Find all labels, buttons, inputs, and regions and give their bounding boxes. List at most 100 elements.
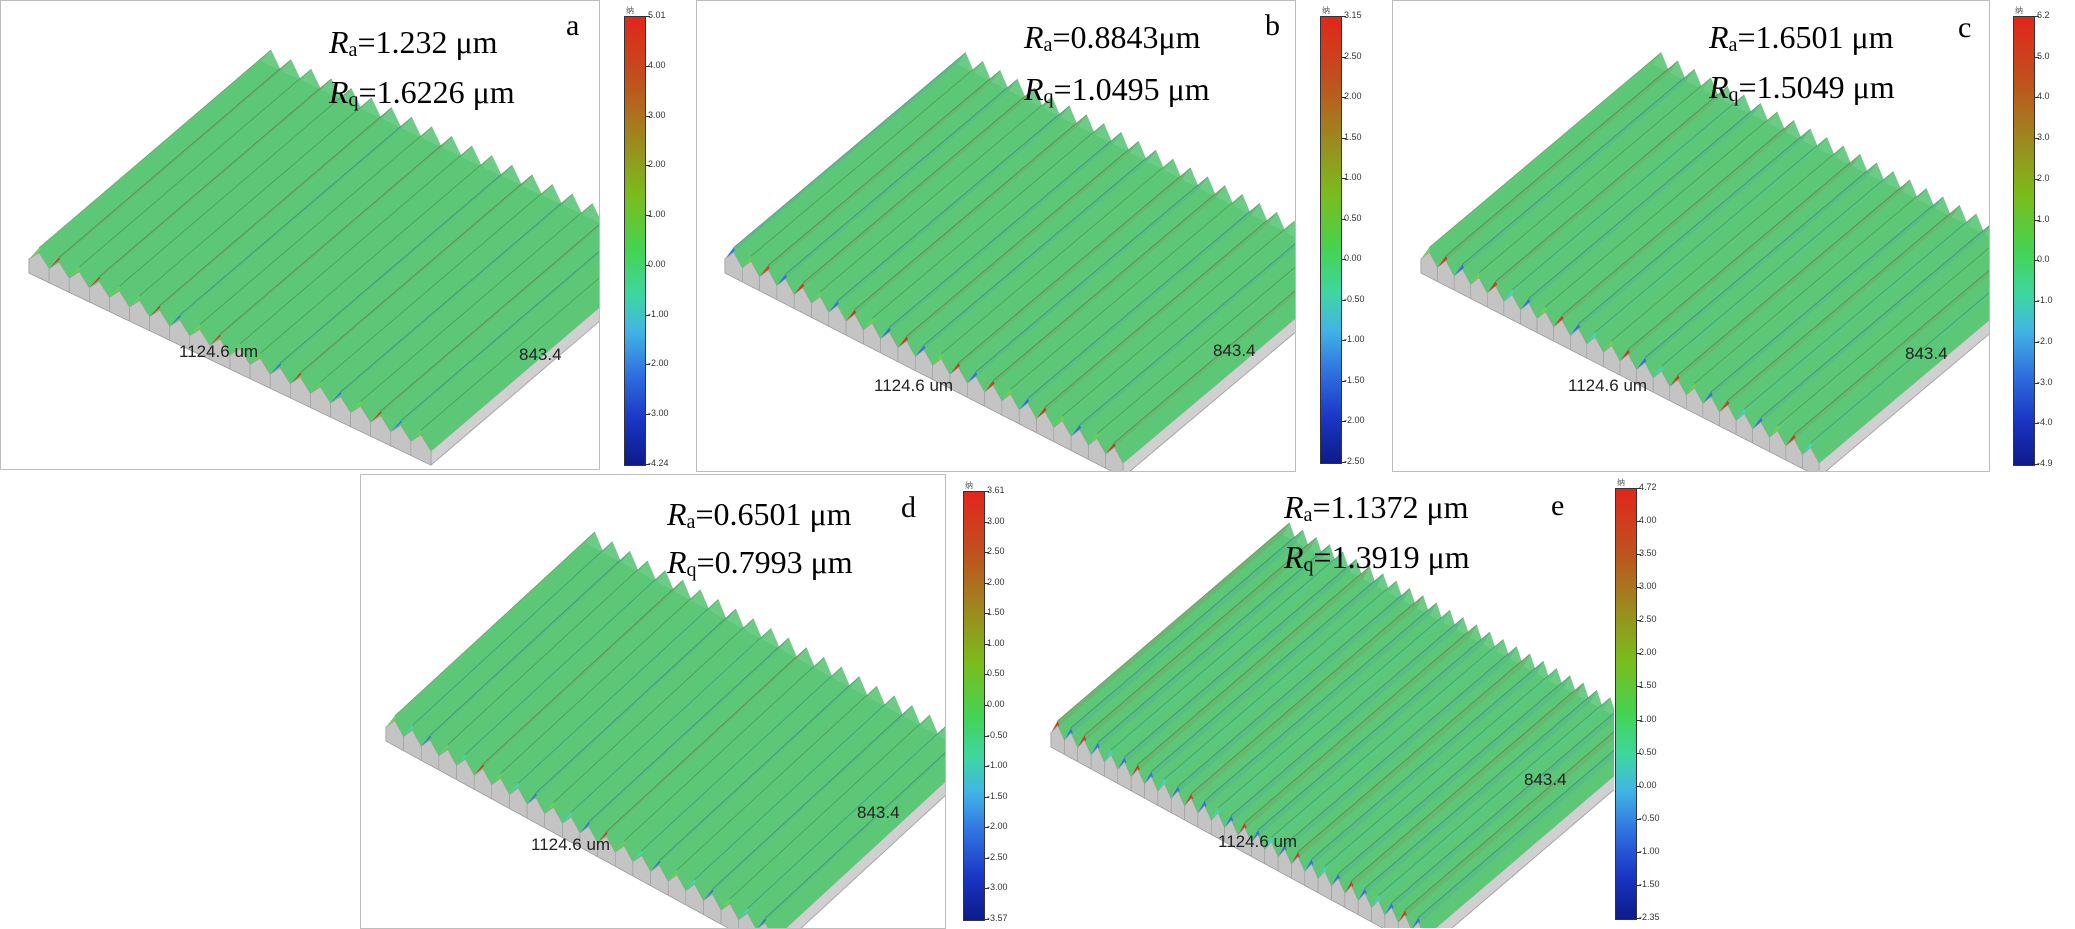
- ridge-crest: [1351, 682, 1584, 882]
- scale-tick-label: -0.50: [987, 729, 1008, 740]
- rq-text: Rq=1.0495 μm: [1024, 71, 1210, 108]
- scale-unit: 纳: [1617, 478, 1625, 487]
- ridge-crest: [1462, 68, 1695, 265]
- ridge-crest: [1110, 551, 1344, 751]
- ridge-crest: [1391, 712, 1614, 904]
- ridge-face-shade: [430, 551, 639, 756]
- scale-tick-label: 0.50: [1344, 212, 1362, 223]
- ridge-crest: [139, 97, 372, 297]
- scale-tick-label: -2.00: [1344, 415, 1365, 426]
- scale-tick-mark: [1342, 137, 1346, 139]
- ridge-face-shade: [1324, 668, 1564, 886]
- ridge-crest: [360, 203, 593, 402]
- ridge-face-shade: [360, 203, 599, 423]
- scale-tick-label: -1.50: [1344, 374, 1365, 385]
- ridge-crest: [500, 589, 701, 774]
- scale-tick-mark: [1637, 587, 1641, 589]
- surface-plot-e: [1050, 522, 1614, 928]
- surface-view-c: Ra=1.6501 μm Rq=1.5049 μm c 1124.6 um 84…: [1392, 0, 1990, 472]
- scale-tick-mark: [985, 552, 989, 554]
- ridge-face-shade: [1595, 137, 1836, 353]
- ridge-face-shade: [1462, 69, 1703, 285]
- scale-tick-label: -2.50: [987, 851, 1008, 862]
- surface-plot-d: [385, 531, 945, 928]
- ridge-crest: [785, 78, 1018, 275]
- scale-tick-label: 3.50: [1639, 548, 1657, 559]
- ridge-crest: [659, 676, 860, 861]
- scale-tick-label: 1.00: [1344, 172, 1362, 183]
- ridge-face-shade: [1810, 292, 1989, 463]
- scale-tick-label: 2.50: [1344, 50, 1362, 61]
- ridge-face-shade: [1611, 145, 1852, 361]
- scale-tick-mark: [985, 582, 989, 584]
- scale-tick-mark: [646, 65, 650, 67]
- ridge-face-shade: [677, 686, 886, 891]
- scale-tick-mark: [2035, 56, 2039, 58]
- scale-tick-mark: [1342, 56, 1346, 58]
- ridge-crest: [1271, 638, 1504, 838]
- ridge-face-shade: [747, 726, 945, 928]
- ridge-face-shade: [889, 132, 1130, 348]
- ridge-crest: [1070, 529, 1304, 729]
- scale-tick-mark: [1342, 218, 1346, 220]
- ridge-face-shade: [1727, 205, 1969, 421]
- ridge-face-shade: [820, 96, 1061, 313]
- scale-tick-label: -4.24: [648, 458, 669, 468]
- ridge-crest: [1311, 660, 1544, 860]
- scale-tick-mark: [1342, 299, 1346, 301]
- scale-tick-mark: [646, 314, 650, 316]
- ridge-face-shade: [765, 752, 945, 928]
- ridge-crest: [412, 541, 613, 726]
- ridge-crest: [1113, 290, 1295, 443]
- ridge-face-shade: [1545, 111, 1786, 327]
- ridge-face-shade: [119, 88, 362, 307]
- scale-tick-label: 5.0: [2037, 50, 2050, 61]
- ridge-crest: [38, 49, 272, 249]
- ridge-face-shade: [802, 87, 1044, 304]
- surface-plot-b: [724, 52, 1295, 471]
- scale-tick-mark: [1637, 918, 1641, 919]
- ridge-face-shade: [1164, 580, 1404, 799]
- dimension-y: 843.4: [1213, 341, 1256, 360]
- ridge-face-shade: [219, 136, 462, 355]
- ridge-face-shade: [1057, 522, 1297, 741]
- ridge-crest: [1124, 558, 1357, 758]
- ridge-face-shade: [320, 184, 563, 403]
- dimension-x: 1124.6 um: [179, 342, 259, 361]
- surface-view-e: Ra=1.1372 μm Rq=1.3919 μm e 1124.6 um 84…: [1030, 474, 1615, 929]
- ridge-face-shade: [553, 618, 763, 824]
- color-scale-bar: [624, 16, 646, 466]
- scale-tick-mark: [985, 674, 989, 676]
- ridge-crest: [1027, 202, 1261, 399]
- scale-tick-label: 0.00: [987, 699, 1005, 709]
- ridge-face-shade: [1351, 682, 1591, 901]
- scale-tick-label: 1.50: [987, 607, 1005, 618]
- ridge-crest: [1377, 697, 1611, 896]
- ridge-crest: [429, 550, 631, 736]
- scale-tick-label: 1.00: [648, 209, 666, 220]
- ridge-crest: [1428, 51, 1662, 248]
- ridge-crest: [889, 131, 1122, 328]
- ridge-crest: [1337, 675, 1571, 874]
- scale-tick-label: 2.50: [987, 546, 1005, 557]
- surface-plot-c: [1420, 51, 1989, 471]
- ridge-crest: [1661, 170, 1894, 367]
- scale-tick-mark: [985, 766, 989, 768]
- ridge-face-shade: [733, 52, 975, 268]
- scale-tick-mark: [2035, 260, 2039, 262]
- ridge-crest: [1404, 731, 1614, 911]
- ridge-face-shade: [1298, 653, 1537, 872]
- ridge-face-shade: [394, 531, 604, 737]
- ridge-face-shade: [535, 608, 745, 814]
- ridge-crest: [623, 656, 825, 842]
- ridge-crest: [1793, 269, 1989, 435]
- scale-tick-mark: [2035, 219, 2039, 221]
- scale-unit: 纳: [965, 481, 973, 490]
- ridge-crest: [320, 183, 553, 383]
- ridge-crest: [1244, 624, 1478, 823]
- ridge-face-shade: [1124, 559, 1364, 777]
- ridge-face-shade: [518, 599, 728, 805]
- scale-tick-mark: [646, 165, 650, 167]
- scale-tick-mark: [985, 613, 989, 615]
- ridge-crest: [420, 277, 599, 431]
